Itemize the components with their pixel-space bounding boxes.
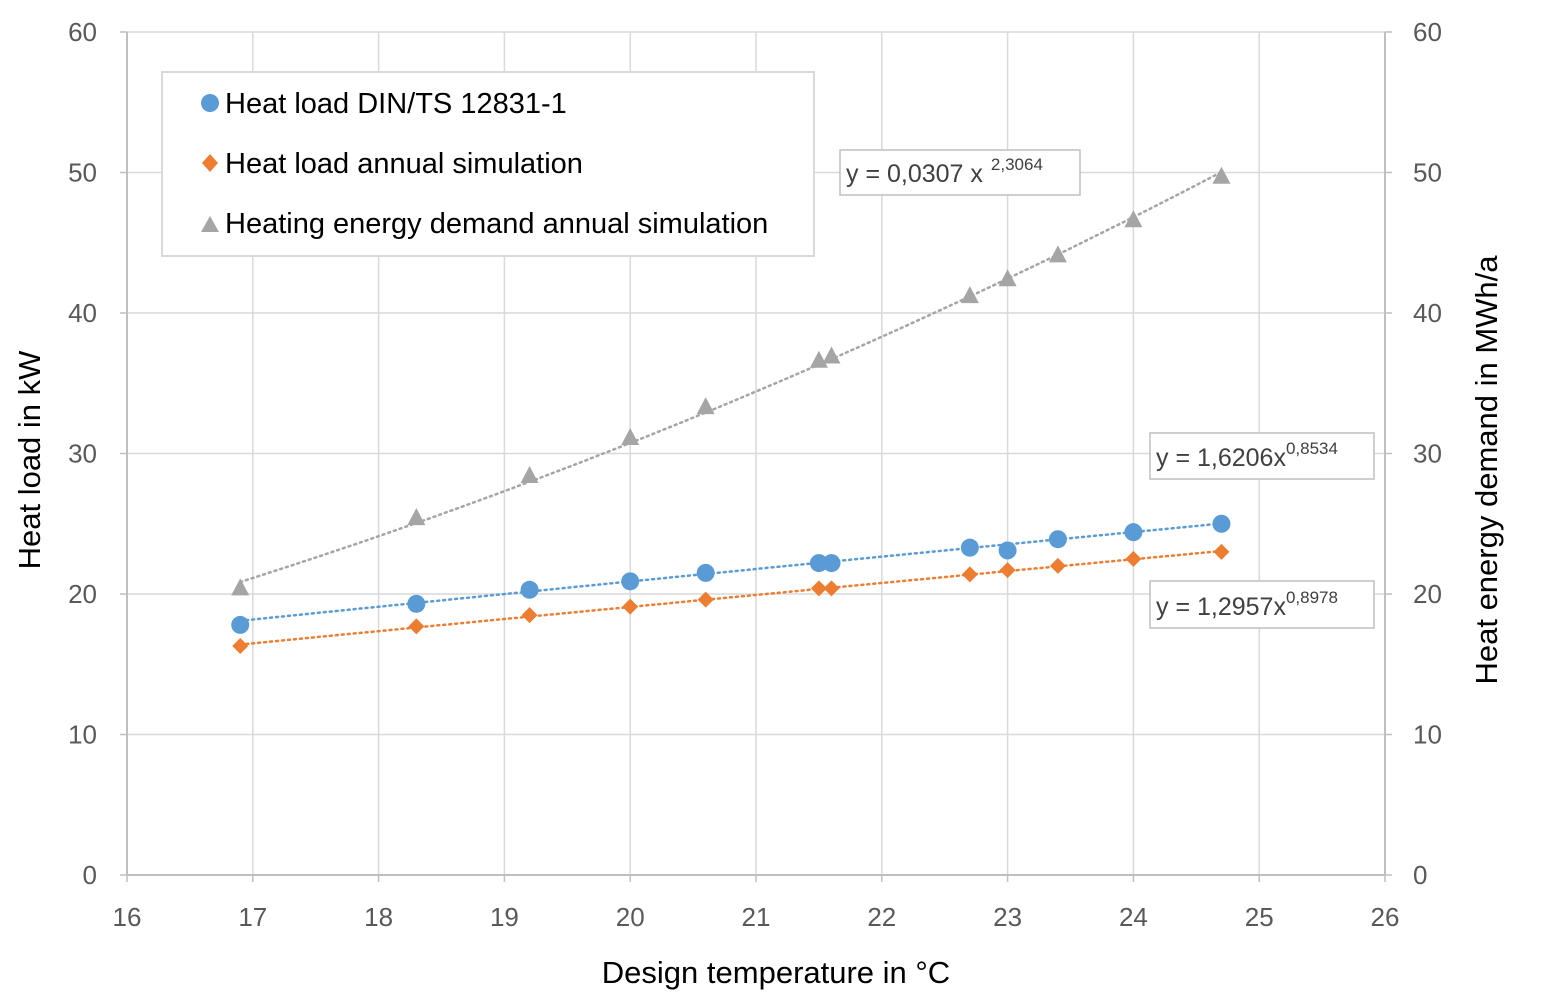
x-tick-label: 19 — [490, 902, 519, 932]
y-tick-label: 0 — [83, 860, 97, 890]
data-point-triangle — [621, 428, 640, 446]
data-point-circle — [1212, 514, 1231, 533]
x-tick-label: 18 — [364, 902, 393, 932]
data-point-diamond — [408, 618, 425, 635]
y2-tick-label: 60 — [1413, 17, 1442, 47]
data-point-circle — [621, 572, 640, 591]
equation-energy-demand-exponent: 2,3064 — [991, 155, 1043, 174]
data-point-circle — [822, 554, 841, 573]
data-points — [231, 166, 1231, 654]
equation-annual-load-base: y = 1,2957x — [1156, 593, 1286, 621]
trendline-equation-din: y = 1,6206x0,8534 — [1149, 432, 1375, 480]
data-point-diamond — [232, 637, 249, 654]
data-point-triangle — [1212, 166, 1231, 184]
data-point-triangle — [822, 346, 841, 364]
data-point-circle — [696, 563, 715, 582]
svg-text:y = 1,6206x0,8534: y = 1,6206x0,8534 — [1156, 439, 1338, 472]
trendline-circle — [238, 522, 1223, 623]
data-point-triangle — [1048, 245, 1067, 263]
legend-diamond-marker-icon — [202, 154, 218, 172]
data-point-circle — [998, 541, 1017, 560]
data-point-diamond — [810, 580, 827, 597]
equation-box — [1149, 580, 1375, 629]
data-point-circle — [520, 580, 539, 599]
y2-tick-label: 30 — [1413, 439, 1442, 469]
x-tick-label: 26 — [1371, 902, 1400, 932]
data-point-circle — [231, 615, 250, 634]
y2-axis-title: Heat energy demand in MWh/a — [1469, 255, 1504, 685]
equation-annual-load-exponent: 0,8978 — [1286, 588, 1338, 607]
y2-tick-label: 0 — [1413, 860, 1427, 890]
data-point-circle — [1048, 530, 1067, 549]
equation-box — [1149, 432, 1375, 480]
data-point-diamond — [1049, 557, 1066, 574]
equation-box — [839, 149, 1081, 196]
data-point-diamond — [1125, 550, 1142, 567]
svg-text:y = 0,0307 x2,3064: y = 0,0307 x 2,3064 — [846, 155, 1043, 188]
equation-energy-demand-base: y = 0,0307 x — [846, 160, 983, 188]
data-point-diamond — [999, 562, 1016, 579]
data-point-diamond — [823, 580, 840, 597]
tick-labels: 16 17 18 19 20 21 22 23 24 25 26 0 10 20 30 40 50 60 0 10 20… — [68, 17, 1442, 932]
data-point-diamond — [1213, 543, 1230, 560]
legend-label-din: Heat load DIN/TS 12831-1 — [225, 88, 567, 120]
legend-label-annual-load: Heat load annual simulation — [225, 148, 583, 180]
data-point-diamond — [622, 598, 639, 615]
data-point-triangle — [407, 508, 426, 526]
data-point-circle — [809, 554, 828, 573]
data-point-triangle — [520, 465, 539, 483]
data-point-triangle — [696, 397, 715, 415]
trendline-diamond — [238, 549, 1223, 646]
legend: Heat load DIN/TS 12831-1 Heat load annua… — [161, 71, 815, 257]
data-point-triangle — [1124, 210, 1143, 228]
trendline-equation-annual-load: y = 1,2957x0,8978 — [1149, 580, 1375, 629]
x-tick-label: 16 — [113, 902, 142, 932]
data-point-diamond — [697, 591, 714, 608]
y-tick-label: 10 — [68, 720, 97, 750]
x-tick-label: 24 — [1119, 902, 1148, 932]
y-axis-title: Heat load in kW — [12, 350, 47, 570]
x-tick-label: 20 — [616, 902, 645, 932]
data-point-triangle — [960, 286, 979, 304]
y2-tick-label: 10 — [1413, 720, 1442, 750]
legend-box — [161, 71, 815, 257]
x-tick-label: 25 — [1245, 902, 1274, 932]
axes — [120, 31, 1392, 882]
legend-label-energy-demand: Heating energy demand annual simulation — [225, 208, 768, 240]
legend-triangle-marker-icon — [201, 216, 219, 232]
svg-text:y = 1,2957x0,8978: y = 1,2957x0,8978 — [1156, 588, 1338, 621]
y-tick-label: 60 — [68, 17, 97, 47]
legend-circle-marker-icon — [201, 94, 219, 112]
y-tick-label: 20 — [68, 579, 97, 609]
y-tick-label: 30 — [68, 439, 97, 469]
data-point-triangle — [998, 269, 1017, 287]
y-tick-label: 50 — [68, 158, 97, 188]
x-tick-label: 17 — [238, 902, 267, 932]
x-tick-label: 21 — [742, 902, 771, 932]
data-point-diamond — [521, 607, 538, 624]
data-point-circle — [407, 594, 426, 613]
x-axis-title: Design temperature in °C — [602, 955, 950, 990]
x-tick-label: 23 — [993, 902, 1022, 932]
equation-din-base: y = 1,6206x — [1156, 444, 1286, 472]
trendline-equation-energy-demand: y = 0,0307 x 2,3064 — [839, 149, 1081, 196]
equation-din-exponent: 0,8534 — [1286, 439, 1338, 458]
y2-tick-label: 20 — [1413, 579, 1442, 609]
data-point-diamond — [961, 566, 978, 583]
y2-tick-label: 40 — [1413, 298, 1442, 328]
data-point-circle — [1124, 523, 1143, 542]
data-point-circle — [960, 538, 979, 557]
x-tick-label: 22 — [867, 902, 896, 932]
y-tick-label: 40 — [68, 298, 97, 328]
y2-tick-label: 50 — [1413, 158, 1442, 188]
data-point-triangle — [231, 578, 250, 596]
